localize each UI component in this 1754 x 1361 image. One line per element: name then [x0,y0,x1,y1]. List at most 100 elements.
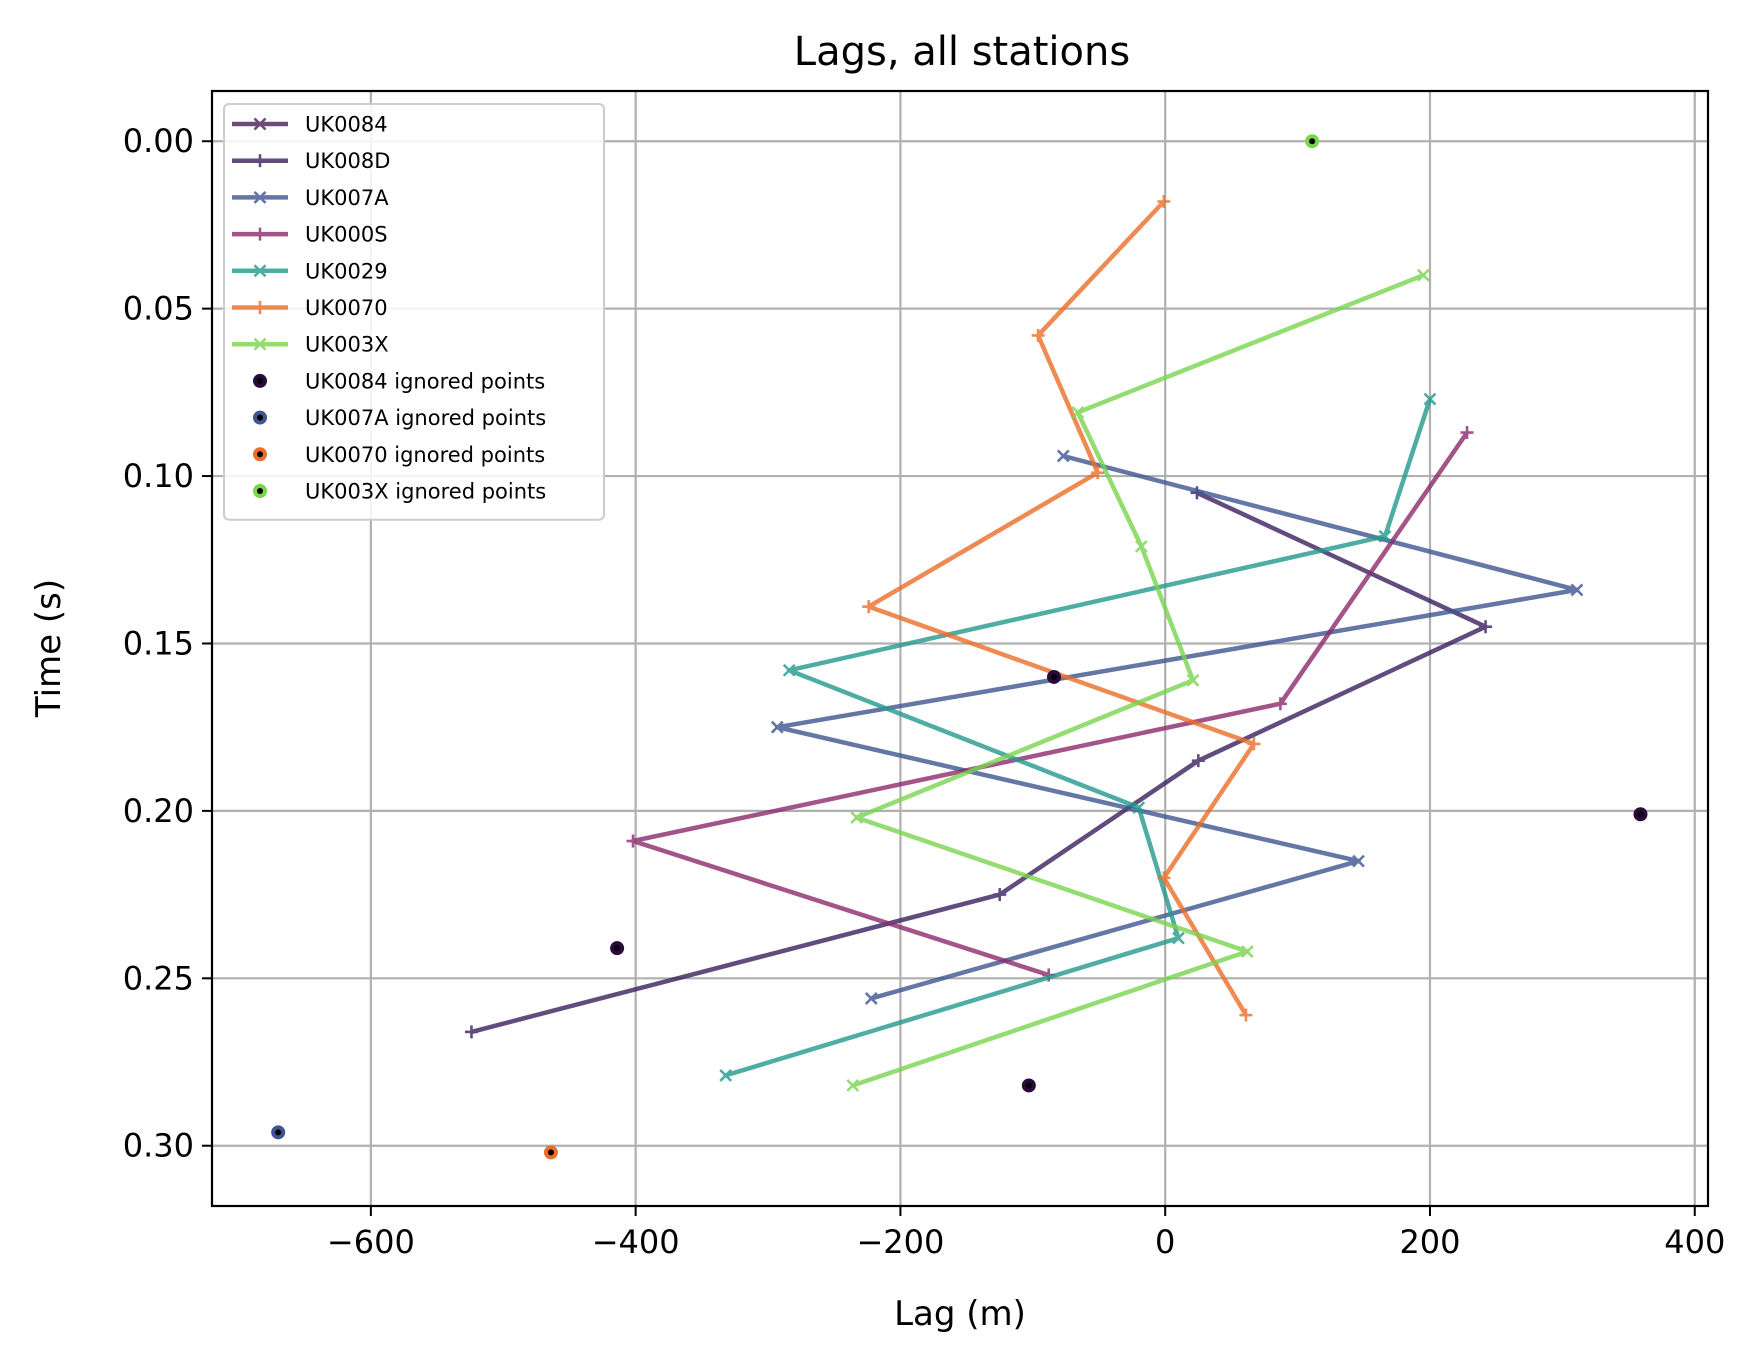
y-axis-label: Time (s) [29,579,69,718]
legend-dot-center [257,377,263,384]
series-uk0070 [862,194,1261,1022]
legend-label: UK008D [305,149,390,173]
data-point [1031,328,1045,342]
legend-label: UK007A [305,186,389,210]
y-tick-label: 0.10 [123,457,194,495]
x-tick-label: −400 [592,1223,680,1261]
legend-label: UK0029 [305,259,388,283]
data-point [719,1068,733,1082]
legend-marker [253,337,267,351]
data-point [1416,268,1430,282]
legend-label: UK003X [305,333,389,357]
ignored-point-center [547,1149,554,1156]
y-tick-label: 0.00 [123,122,194,160]
legend-dot-center [257,414,263,421]
data-point [1157,194,1171,208]
ignored-uk007a-ignored-points [271,1125,286,1140]
series-lines [464,194,1584,1092]
data-point [1056,449,1070,463]
legend-swatch [232,117,288,131]
series-line [630,431,1469,978]
y-tick-label: 0.05 [123,290,194,328]
data-point [1239,1008,1253,1022]
data-point [862,600,876,614]
ignored-points [271,134,1648,1160]
x-tick-label: 400 [1664,1223,1725,1261]
data-point [1352,854,1365,868]
series-uk007a [770,449,1584,1005]
data-point [1186,673,1200,687]
ignored-point-center [1050,673,1057,680]
legend-label: UK0070 [305,296,388,320]
legend-label: UK0084 ignored points [305,369,545,393]
legend-entry-uk007a-ignored-points: UK007A ignored points [253,406,546,430]
legend-marker [253,154,267,168]
legend-swatch [232,154,288,168]
data-point [1460,426,1474,440]
legend-entry-uk0084: UK0084 [232,113,388,137]
legend-entry-uk003x-ignored-points: UK003X ignored points [253,480,546,504]
ignored-point-center [275,1129,282,1136]
data-point [1378,529,1392,543]
legend-marker [253,264,267,278]
legend-marker [253,117,267,131]
legend-swatch [232,264,288,278]
legend-dot-center [257,488,263,494]
data-point [1091,466,1105,480]
legend-swatch [232,190,288,204]
legend-entry-uk003x: UK003X [232,333,389,357]
data-point [1172,931,1185,945]
legend-entry-uk0070-ignored-points: UK0070 ignored points [253,443,545,467]
ignored-point-center [614,945,621,952]
y-tick-label: 0.30 [123,1127,194,1165]
series-uk003x [846,268,1430,1092]
legend: UK0084 UK008D UK007A UK000S UK0029 UK0070 UK00… [223,103,605,521]
legend-entry-uk0084-ignored-points: UK0084 ignored points [253,369,545,393]
y-axis-ticks: 0.00 0.05 0.10 0.15 0.20 0.25 0.30 [123,122,212,1165]
ignored-point-center [1025,1082,1032,1089]
legend-swatch [232,301,288,314]
data-point [1240,945,1254,958]
data-point [626,834,640,848]
data-point [1247,737,1261,751]
legend-swatch [232,227,288,241]
x-axis-ticks: −600 −400 −200 0 200 400 [327,1206,1725,1261]
data-point [1273,697,1287,711]
data-point [770,720,784,734]
legend-dot-center [257,451,263,458]
data-point [1071,406,1085,419]
ignored-uk0070-ignored-points [543,1145,558,1160]
legend-marker [253,227,267,241]
legend-entry-uk000s: UK000S [232,223,388,247]
legend-label: UK003X ignored points [305,480,546,504]
x-tick-label: −600 [327,1223,415,1261]
series-uk0029 [719,392,1437,1082]
chart-title: Lags, all stations [794,29,1130,75]
legend-entry-uk0070: UK0070 [232,296,388,320]
data-point [1479,620,1493,634]
legend-box [223,103,605,521]
x-axis-label: Lag (m) [894,1294,1026,1334]
series-line [725,398,1433,1078]
ignored-point-center [1637,811,1644,818]
y-tick-label: 0.25 [123,959,194,997]
legend-marker [253,301,267,314]
x-tick-label: −200 [856,1223,944,1261]
data-point [1157,871,1171,885]
ignored-point-center [1309,138,1316,145]
legend-marker [253,190,267,204]
legend-label: UK000S [305,223,388,247]
x-tick-label: 0 [1155,1223,1175,1261]
data-point [1191,754,1205,768]
data-point [993,888,1007,902]
data-point [1570,583,1584,597]
x-tick-label: 200 [1399,1223,1460,1261]
legend-label: UK0084 [305,113,388,137]
legend-label: UK007A ignored points [305,406,546,430]
data-point [1134,539,1148,553]
data-point [850,811,864,825]
ignored-uk003x-ignored-points [1305,134,1320,149]
data-point [782,663,796,677]
data-point [464,1025,478,1039]
legend-entry-uk007a: UK007A [232,186,389,210]
